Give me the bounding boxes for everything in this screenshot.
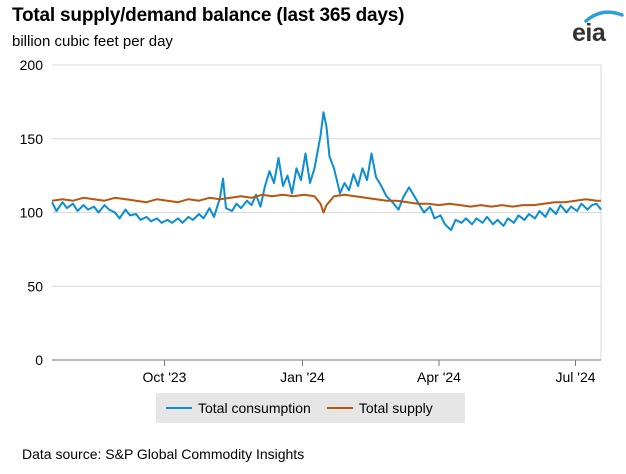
legend: Total consumption Total supply: [156, 393, 465, 423]
chart-subtitle: billion cubic feet per day: [12, 33, 173, 50]
legend-swatch-supply: [326, 407, 353, 409]
y-tick-label-200: 200: [20, 57, 44, 73]
y-tick-label-150: 150: [20, 131, 44, 147]
x-tick-label-0: Oct '23: [143, 369, 187, 385]
grid-lines: [52, 64, 602, 360]
chart-title: Total supply/demand balance (last 365 da…: [12, 5, 405, 26]
x-tick-label-1: Jan '24: [280, 369, 325, 385]
y-tick-label-0: 0: [35, 352, 43, 368]
series-lines: [51, 111, 602, 232]
eia-logo-text: eia: [572, 19, 606, 47]
x-axis: Oct '23 Jan '24 Apr '24 Jul '24: [52, 359, 601, 385]
legend-swatch-consumption: [166, 407, 192, 409]
y-axis-ticks: 0 50 100 150 200: [20, 57, 44, 368]
legend-item-consumption: Total consumption: [166, 400, 311, 416]
y-tick-label-50: 50: [27, 278, 43, 294]
x-tick-label-2: Apr '24: [417, 369, 461, 385]
line-chart: 0 50 100 150 200 Oct '23 Jan '24 Apr '24 Jul '2…: [20, 57, 602, 385]
series-line-consumption: [51, 111, 602, 232]
series-line-supply: [51, 193, 601, 214]
data-source: Data source: S&P Global Commodity Insigh…: [22, 446, 305, 462]
legend-label-consumption: Total consumption: [198, 400, 311, 416]
eia-logo: eia: [572, 9, 624, 47]
legend-item-supply: Total supply: [326, 400, 433, 416]
x-tick-label-3: Jul '24: [555, 369, 595, 385]
y-tick-label-100: 100: [20, 205, 44, 221]
legend-label-supply: Total supply: [358, 400, 433, 416]
